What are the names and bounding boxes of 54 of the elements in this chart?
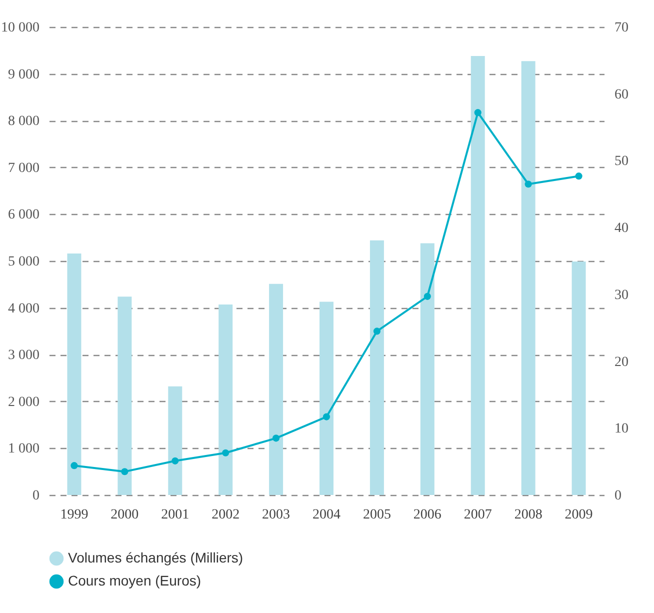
x-tick-label: 2000 — [110, 508, 139, 522]
legend-label: Volumes échangés (Milliers) — [68, 550, 244, 566]
y-tick-label: 10 000 — [1, 20, 40, 36]
y-tick-label: 0 — [32, 488, 40, 504]
y2-tick-label: 60 — [614, 87, 628, 102]
y-tick-label: 3 000 — [8, 348, 40, 364]
bar — [118, 296, 132, 495]
point — [172, 457, 179, 464]
point — [373, 328, 380, 335]
x-tick-label: 2009 — [564, 508, 593, 522]
x-tick-label: 1999 — [60, 508, 88, 522]
x-tick-label: 2005 — [362, 508, 391, 522]
y2-tick-label: 30 — [614, 288, 628, 303]
bar — [521, 61, 536, 495]
bar — [168, 386, 182, 495]
x-tick-label: 2008 — [514, 508, 542, 522]
y2-tick-label: 50 — [614, 154, 628, 170]
bar — [370, 240, 384, 495]
y-tick-label: 4 000 — [8, 301, 40, 316]
y-tick-label: 7 000 — [8, 160, 40, 176]
point — [121, 468, 128, 476]
y2-tick-label: 0 — [614, 488, 622, 504]
point — [222, 449, 230, 456]
y-tick-label: 6 000 — [8, 208, 40, 223]
point — [424, 292, 431, 300]
bar — [470, 56, 485, 495]
point — [272, 434, 280, 442]
x-tick-label: 2001 — [161, 508, 190, 522]
point — [575, 172, 582, 180]
point — [70, 462, 78, 470]
point — [524, 180, 532, 188]
x-tick-label: 2002 — [212, 508, 240, 522]
bar — [218, 304, 233, 495]
legend-label: Cours moyen (Euros) — [68, 572, 202, 588]
point — [322, 413, 330, 420]
y-tick-label: 8 000 — [8, 114, 40, 130]
x-tick-label: 2004 — [312, 508, 340, 522]
y-tick-label: 9 000 — [8, 67, 40, 82]
y2-tick-label: 70 — [614, 20, 628, 36]
x-tick-label: 2007 — [464, 508, 492, 522]
bar — [572, 261, 586, 495]
y-tick-label: 1 000 — [8, 442, 40, 457]
y-tick-label: 2 000 — [8, 394, 40, 410]
bar — [269, 284, 284, 495]
x-tick-label: 2003 — [262, 508, 290, 522]
x-tick-label: 2006 — [413, 508, 442, 522]
bar — [67, 254, 82, 495]
y-tick-label: 5 000 — [8, 254, 40, 270]
bar — [420, 243, 434, 495]
y2-tick-label: 10 — [614, 422, 628, 437]
y2-tick-label: 20 — [614, 354, 628, 370]
y2-tick-label: 40 — [614, 221, 628, 236]
point — [474, 109, 482, 116]
bar — [320, 302, 334, 495]
